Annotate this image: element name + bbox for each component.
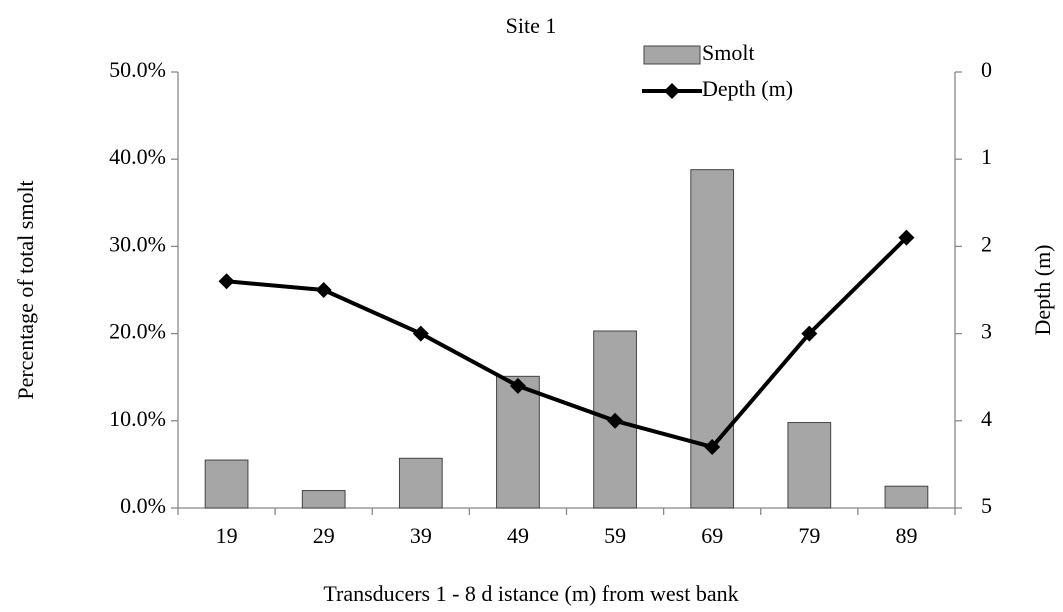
y2-axis-label: Depth (m) — [1030, 244, 1055, 335]
marker — [412, 325, 429, 342]
legend-swatch — [643, 45, 701, 65]
x-tick-label: 89 — [895, 523, 917, 548]
y2-tick-label: 4 — [981, 406, 992, 431]
y2-tick-label: 1 — [981, 144, 992, 169]
y2-tick-label: 0 — [981, 57, 992, 82]
y-tick-label: 0.0% — [120, 493, 166, 518]
y2-tick-label: 2 — [981, 231, 992, 256]
y-tick-label: 40.0% — [109, 144, 166, 169]
x-axis-label: Transducers 1 - 8 d istance (m) from wes… — [323, 581, 738, 606]
bar — [398, 457, 443, 509]
y-tick-label: 20.0% — [109, 319, 166, 344]
bar — [787, 422, 832, 509]
x-tick-label: 79 — [798, 523, 820, 548]
x-tick-label: 29 — [313, 523, 335, 548]
legend-marker — [664, 83, 680, 99]
y-tick-label: 30.0% — [109, 231, 166, 256]
y2-tick-label: 5 — [981, 493, 992, 518]
x-tick-label: 39 — [410, 523, 432, 548]
x-tick-label: 49 — [507, 523, 529, 548]
legend-label: Smolt — [702, 40, 755, 65]
x-tick-label: 19 — [216, 523, 238, 548]
marker — [315, 282, 332, 298]
bar — [301, 490, 346, 509]
marker — [218, 273, 235, 290]
marker — [801, 325, 818, 342]
y2-tick-label: 3 — [981, 319, 992, 344]
x-tick-label: 69 — [701, 523, 723, 548]
y-tick-label: 50.0% — [109, 57, 166, 82]
bar — [690, 169, 735, 509]
line — [226, 236, 908, 450]
marker — [704, 438, 721, 455]
chart-title: Site 1 — [506, 13, 557, 38]
x-tick-label: 59 — [604, 523, 626, 548]
bar — [884, 485, 929, 509]
bar — [496, 375, 540, 509]
bar — [204, 459, 249, 509]
y-tick-label: 10.0% — [109, 406, 166, 431]
legend-label: Depth (m) — [702, 76, 793, 101]
marker — [509, 377, 526, 394]
marker — [898, 229, 915, 246]
y-axis-label: Percentage of total smolt — [13, 180, 38, 399]
marker — [607, 412, 624, 429]
